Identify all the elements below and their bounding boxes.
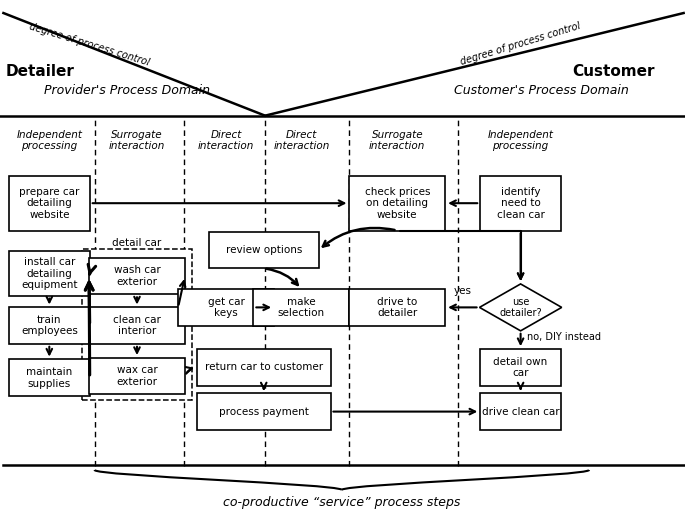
FancyBboxPatch shape [9, 359, 90, 396]
Text: maintain
supplies: maintain supplies [26, 367, 73, 389]
FancyBboxPatch shape [209, 232, 319, 268]
Text: degree of process control: degree of process control [459, 21, 582, 67]
Text: identify
need to
clean car: identify need to clean car [497, 187, 545, 220]
FancyBboxPatch shape [197, 349, 330, 386]
Text: Surrogate
interaction: Surrogate interaction [109, 130, 165, 152]
Text: wash car
exterior: wash car exterior [114, 265, 160, 287]
Polygon shape [479, 284, 562, 331]
Text: process payment: process payment [219, 406, 309, 417]
FancyBboxPatch shape [197, 393, 330, 430]
Text: prepare car
detailing
website: prepare car detailing website [19, 187, 79, 220]
FancyBboxPatch shape [480, 176, 561, 230]
Text: review options: review options [225, 245, 302, 255]
FancyBboxPatch shape [349, 176, 445, 230]
FancyBboxPatch shape [253, 289, 349, 326]
Text: Independent
processing: Independent processing [488, 130, 553, 152]
Text: detail car: detail car [112, 238, 162, 249]
Text: detail own
car: detail own car [493, 356, 548, 378]
FancyBboxPatch shape [89, 307, 185, 344]
Text: install car
detailing
equipment: install car detailing equipment [21, 257, 77, 290]
FancyBboxPatch shape [178, 289, 274, 326]
Text: clean car
interior: clean car interior [113, 315, 161, 337]
Text: Independent
processing: Independent processing [16, 130, 82, 152]
FancyBboxPatch shape [9, 307, 90, 344]
FancyBboxPatch shape [480, 349, 561, 386]
Text: use
detailer?: use detailer? [499, 296, 542, 318]
Text: Surrogate
interaction: Surrogate interaction [369, 130, 425, 152]
Text: drive to
detailer: drive to detailer [377, 296, 417, 318]
Text: no, DIY instead: no, DIY instead [527, 332, 601, 342]
Text: drive clean car: drive clean car [482, 406, 560, 417]
Text: get car
keys: get car keys [208, 296, 245, 318]
FancyBboxPatch shape [89, 358, 185, 394]
Text: co-productive “service” process steps: co-productive “service” process steps [223, 497, 460, 509]
Text: degree of process control: degree of process control [27, 21, 151, 67]
FancyBboxPatch shape [82, 249, 192, 400]
FancyBboxPatch shape [9, 176, 90, 230]
Text: train
employees: train employees [21, 315, 78, 337]
Text: Detailer: Detailer [5, 65, 75, 79]
Text: Provider's Process Domain: Provider's Process Domain [44, 84, 210, 97]
Text: wax car
exterior: wax car exterior [116, 365, 158, 387]
Text: return car to customer: return car to customer [205, 362, 323, 373]
FancyBboxPatch shape [89, 258, 185, 294]
Text: make
selection: make selection [278, 296, 325, 318]
FancyBboxPatch shape [480, 393, 561, 430]
Text: check prices
on detailing
website: check prices on detailing website [364, 187, 430, 220]
FancyBboxPatch shape [349, 289, 445, 326]
Text: Customer: Customer [572, 65, 654, 79]
FancyBboxPatch shape [9, 252, 90, 296]
Text: Customer's Process Domain: Customer's Process Domain [453, 84, 629, 97]
Text: yes: yes [453, 287, 471, 296]
Text: Direct
interaction: Direct interaction [273, 130, 329, 152]
Text: Direct
interaction: Direct interaction [198, 130, 254, 152]
